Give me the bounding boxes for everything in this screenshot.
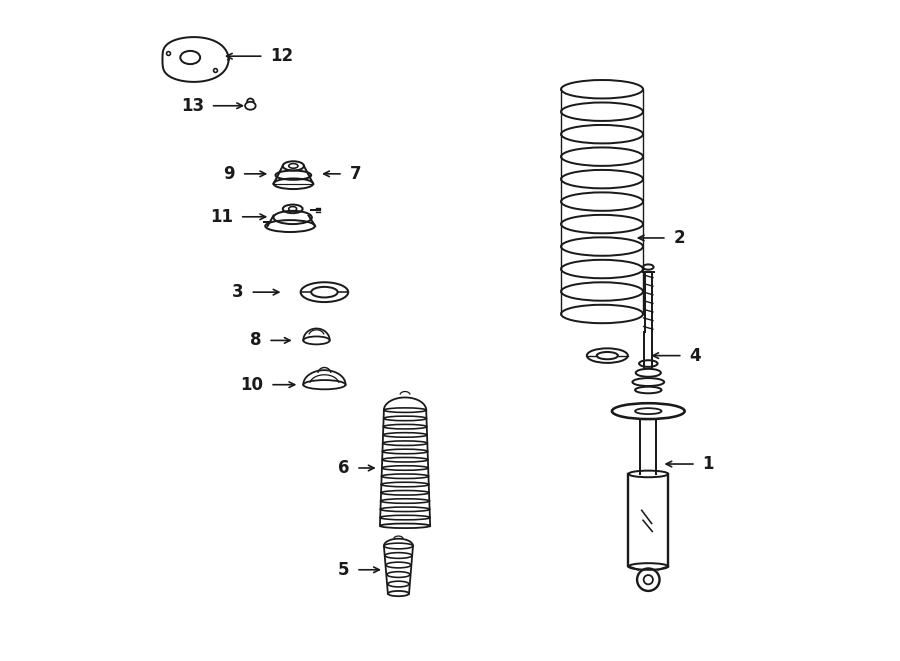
Text: 8: 8	[250, 331, 262, 350]
Text: 10: 10	[240, 375, 264, 394]
Text: 11: 11	[211, 208, 233, 226]
Text: 7: 7	[349, 165, 361, 183]
Text: 3: 3	[232, 283, 244, 301]
Text: 4: 4	[689, 346, 701, 365]
Text: 12: 12	[270, 47, 293, 65]
Text: 2: 2	[673, 229, 685, 247]
Text: 9: 9	[223, 165, 235, 183]
Text: 6: 6	[338, 459, 349, 477]
Text: 5: 5	[338, 561, 349, 579]
Text: 1: 1	[703, 455, 714, 473]
Text: 13: 13	[181, 97, 204, 115]
